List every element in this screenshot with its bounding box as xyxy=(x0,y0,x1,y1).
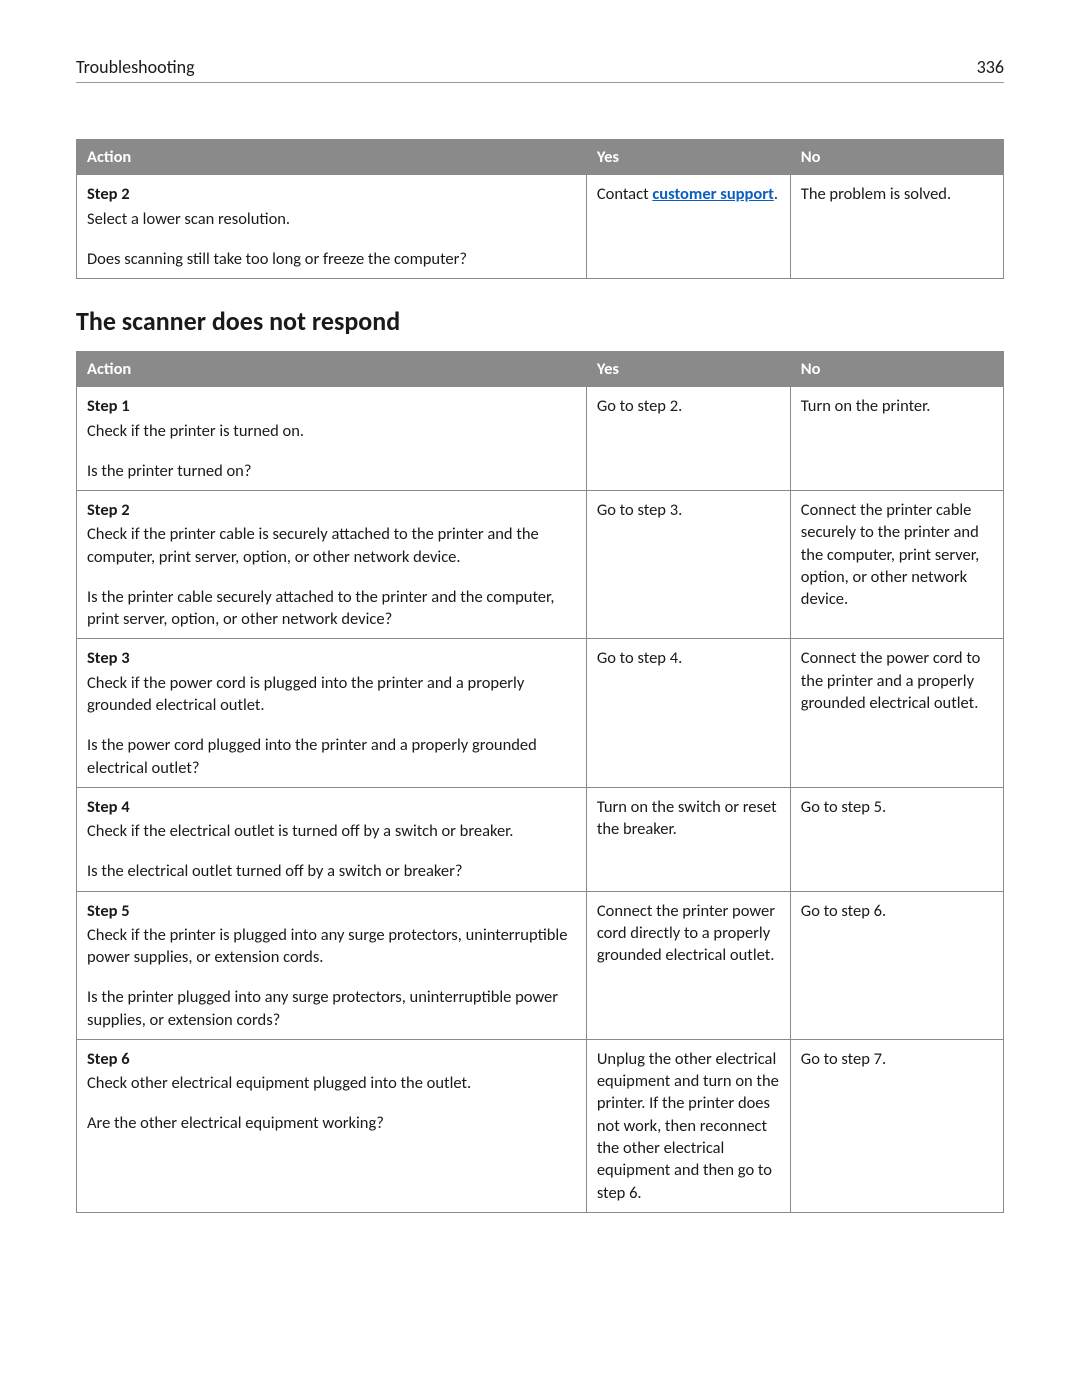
no-cell: The problem is solved. xyxy=(790,175,1003,279)
no-cell: Go to step 5. xyxy=(790,787,1003,891)
action-cell: Step 3 Check if the power cord is plugged… xyxy=(77,639,587,787)
no-cell: Connect the power cord to the printer an… xyxy=(790,639,1003,787)
header-section: Troubleshooting xyxy=(76,56,195,78)
table-header-row: Action Yes No xyxy=(77,352,1004,387)
no-cell: Connect the printer cable securely to th… xyxy=(790,491,1003,639)
customer-support-link[interactable]: customer support xyxy=(652,184,774,204)
yes-cell: Go to step 4. xyxy=(586,639,790,787)
step-desc: Select a lower scan resolution. xyxy=(87,208,576,230)
yes-suffix: . xyxy=(774,184,778,204)
action-cell: Step 1 Check if the printer is turned on.… xyxy=(77,387,587,491)
col-yes: Yes xyxy=(586,140,790,175)
step-desc: Check if the printer is turned on. xyxy=(87,420,576,442)
col-yes: Yes xyxy=(586,352,790,387)
step-label: Step 3 xyxy=(87,647,576,669)
step-label: Step 5 xyxy=(87,900,576,922)
action-cell: Step 2 Select a lower scan resolution. D… xyxy=(77,175,587,279)
action-cell: Step 6Check other electrical equipment p… xyxy=(77,1039,587,1212)
step-desc: Check if the printer cable is securely a… xyxy=(87,523,576,568)
table-row: Step 6Check other electrical equipment p… xyxy=(77,1039,1004,1212)
section-title: The scanner does not respond xyxy=(76,305,1004,337)
no-cell: Go to step 6. xyxy=(790,891,1003,1039)
troubleshoot-table-1: Action Yes No Step 2 Select a lower scan… xyxy=(76,139,1004,279)
header-page-number: 336 xyxy=(977,56,1004,78)
step-label: Step 2 xyxy=(87,183,576,205)
troubleshoot-table-2: Action Yes No Step 1 Check if the printer… xyxy=(76,351,1004,1213)
yes-cell: Go to step 3. xyxy=(586,491,790,639)
action-cell: Step 5Check if the printer is plugged in… xyxy=(77,891,587,1039)
table-row: Step 1 Check if the printer is turned on.… xyxy=(77,387,1004,491)
step-question: Is the printer plugged into any surge pr… xyxy=(87,986,576,1031)
step-desc: Check if the electrical outlet is turned… xyxy=(87,820,576,842)
table-row: Step 3 Check if the power cord is plugged… xyxy=(77,639,1004,787)
page: Troubleshooting 336 Action Yes No Step 2… xyxy=(0,0,1080,1273)
table-header-row: Action Yes No xyxy=(77,140,1004,175)
step-desc: Check if the power cord is plugged into … xyxy=(87,672,576,717)
step-question: Is the electrical outlet turned off by a… xyxy=(87,860,576,882)
col-no: No xyxy=(790,352,1003,387)
col-no: No xyxy=(790,140,1003,175)
table-row: Step 5Check if the printer is plugged in… xyxy=(77,891,1004,1039)
yes-cell: Connect the printer power cord directly … xyxy=(586,891,790,1039)
step-desc: Check other electrical equipment plugged… xyxy=(87,1072,576,1094)
step-question: Does scanning still take too long or fre… xyxy=(87,248,576,270)
action-cell: Step 4Check if the electrical outlet is … xyxy=(77,787,587,891)
table-row: Step 2Check if the printer cable is secu… xyxy=(77,491,1004,639)
step-label: Step 4 xyxy=(87,796,576,818)
yes-cell: Go to step 2. xyxy=(586,387,790,491)
action-cell: Step 2Check if the printer cable is secu… xyxy=(77,491,587,639)
yes-cell: Unplug the other electrical equipment an… xyxy=(586,1039,790,1212)
yes-cell: Turn on the switch or reset the breaker. xyxy=(586,787,790,891)
step-question: Is the power cord plugged into the print… xyxy=(87,734,576,779)
table-row: Step 4Check if the electrical outlet is … xyxy=(77,787,1004,891)
yes-prefix: Contact xyxy=(597,184,652,204)
step-label: Step 6 xyxy=(87,1048,576,1070)
step-question: Are the other electrical equipment worki… xyxy=(87,1112,576,1134)
col-action: Action xyxy=(77,140,587,175)
yes-cell: Contact customer support. xyxy=(586,175,790,279)
no-cell: Go to step 7. xyxy=(790,1039,1003,1212)
page-header: Troubleshooting 336 xyxy=(76,56,1004,83)
no-cell: Turn on the printer. xyxy=(790,387,1003,491)
col-action: Action xyxy=(77,352,587,387)
table-row: Step 2 Select a lower scan resolution. D… xyxy=(77,175,1004,279)
step-label: Step 1 xyxy=(87,395,576,417)
step-question: Is the printer cable securely attached t… xyxy=(87,586,576,631)
step-question: Is the printer turned on? xyxy=(87,460,576,482)
step-desc: Check if the printer is plugged into any… xyxy=(87,924,576,969)
step-label: Step 2 xyxy=(87,499,576,521)
